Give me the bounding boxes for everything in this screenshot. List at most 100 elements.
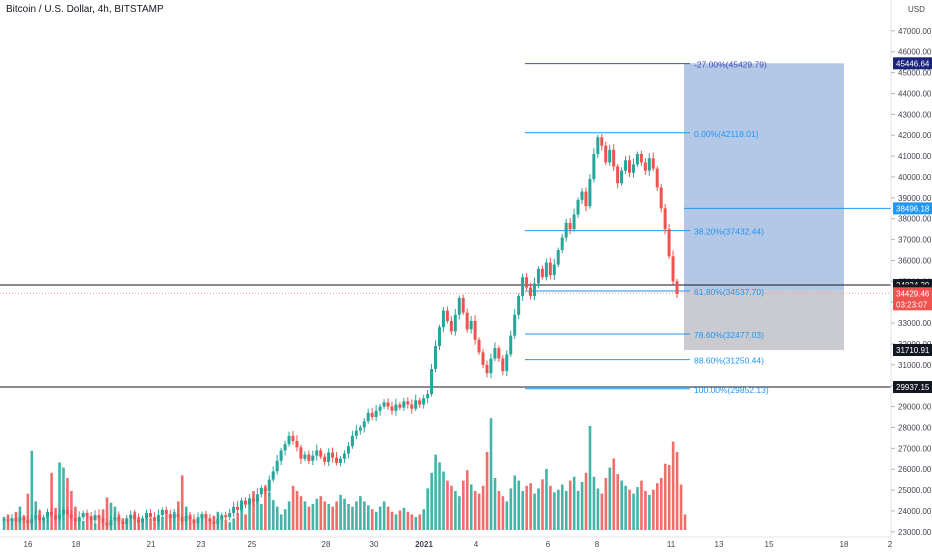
candle-body[interactable] [477,339,481,353]
candle-body[interactable] [184,516,188,522]
candle-body[interactable] [342,453,346,459]
candle-body[interactable] [57,514,61,520]
candle-body[interactable] [434,346,438,370]
candle-body[interactable] [580,191,584,200]
candle-body[interactable] [370,412,374,418]
candle-body[interactable] [61,509,65,515]
candle-body[interactable] [426,394,430,399]
candle-body[interactable] [627,160,631,173]
candle-body[interactable] [327,452,331,462]
candle-body[interactable] [216,519,220,524]
candle-body[interactable] [548,262,552,276]
candle-body[interactable] [552,264,556,276]
candle-body[interactable] [544,262,548,278]
candle-body[interactable] [2,519,6,521]
candle-body[interactable] [469,321,473,330]
candle-body[interactable] [631,164,635,173]
candle-body[interactable] [247,498,251,505]
candle-body[interactable] [509,335,513,355]
candle-body[interactable] [366,412,370,422]
candle-body[interactable] [26,520,30,524]
candle-body[interactable] [430,369,434,395]
candle-body[interactable] [362,421,366,428]
candle-body[interactable] [596,137,600,155]
candle-body[interactable] [651,158,655,169]
candle-body[interactable] [473,321,477,340]
candle-body[interactable] [77,517,81,522]
candle-body[interactable] [604,145,608,163]
candle-body[interactable] [148,513,152,518]
candle-body[interactable] [564,222,568,238]
candle-body[interactable] [188,516,192,520]
candle-body[interactable] [513,314,517,336]
candle-body[interactable] [85,513,89,517]
candle-body[interactable] [339,458,342,463]
candle-body[interactable] [323,456,327,462]
candle-body[interactable] [160,509,164,516]
candle-body[interactable] [497,348,501,359]
candle-body[interactable] [97,515,101,519]
candle-body[interactable] [449,321,453,332]
candle-body[interactable] [350,435,354,447]
candle-body[interactable] [461,298,465,313]
candle-body[interactable] [655,168,659,188]
candle-body[interactable] [501,358,505,372]
candle-body[interactable] [414,400,418,409]
candle-body[interactable] [608,149,612,163]
candle-body[interactable] [620,170,624,184]
candle-body[interactable] [529,287,533,296]
candle-body[interactable] [89,516,93,521]
candle-body[interactable] [311,455,315,461]
candle-body[interactable] [275,460,279,472]
candle-body[interactable] [588,179,592,207]
candle-body[interactable] [406,401,410,405]
candle-body[interactable] [50,511,54,516]
candle-body[interactable] [331,452,335,458]
candle-body[interactable] [287,435,291,445]
candle-body[interactable] [125,518,129,524]
price-tag[interactable] [893,298,932,311]
candle-body[interactable] [639,154,643,163]
candle-body[interactable] [10,518,14,521]
candle-body[interactable] [437,327,441,347]
candle-body[interactable] [295,441,299,448]
candle-body[interactable] [572,214,576,230]
candle-body[interactable] [73,518,77,522]
candle-body[interactable] [30,518,34,524]
price-tag[interactable] [893,57,932,70]
candle-body[interactable] [663,208,667,230]
candle-body[interactable] [489,358,493,374]
candle-body[interactable] [117,517,121,522]
candle-body[interactable] [600,137,604,146]
price-tag[interactable] [893,202,932,215]
candle-body[interactable] [445,310,449,322]
candle-body[interactable] [453,314,457,332]
candle-body[interactable] [243,500,247,505]
candle-body[interactable] [14,518,18,522]
candle-body[interactable] [346,446,350,454]
candle-body[interactable] [283,444,287,451]
candle-body[interactable] [374,410,378,418]
candle-body[interactable] [485,364,489,374]
candle-body[interactable] [137,519,141,523]
candle-body[interactable] [145,513,149,519]
candle-body[interactable] [394,404,398,411]
price-tag[interactable] [893,287,932,300]
candle-body[interactable] [532,283,536,296]
candle-body[interactable] [616,166,620,184]
candle-body[interactable] [164,509,168,515]
candle-body[interactable] [6,519,10,521]
candle-body[interactable] [42,517,46,521]
candle-body[interactable] [101,518,105,523]
candle-body[interactable] [81,513,85,518]
candle-body[interactable] [402,401,406,408]
candle-body[interactable] [521,277,525,296]
price-tag[interactable] [893,381,932,394]
candle-body[interactable] [180,517,184,522]
candle-body[interactable] [93,515,97,521]
candle-body[interactable] [390,406,394,411]
candle-body[interactable] [465,312,469,330]
candle-body[interactable] [172,514,176,519]
candle-body[interactable] [659,187,663,209]
candle-body[interactable] [141,518,145,523]
